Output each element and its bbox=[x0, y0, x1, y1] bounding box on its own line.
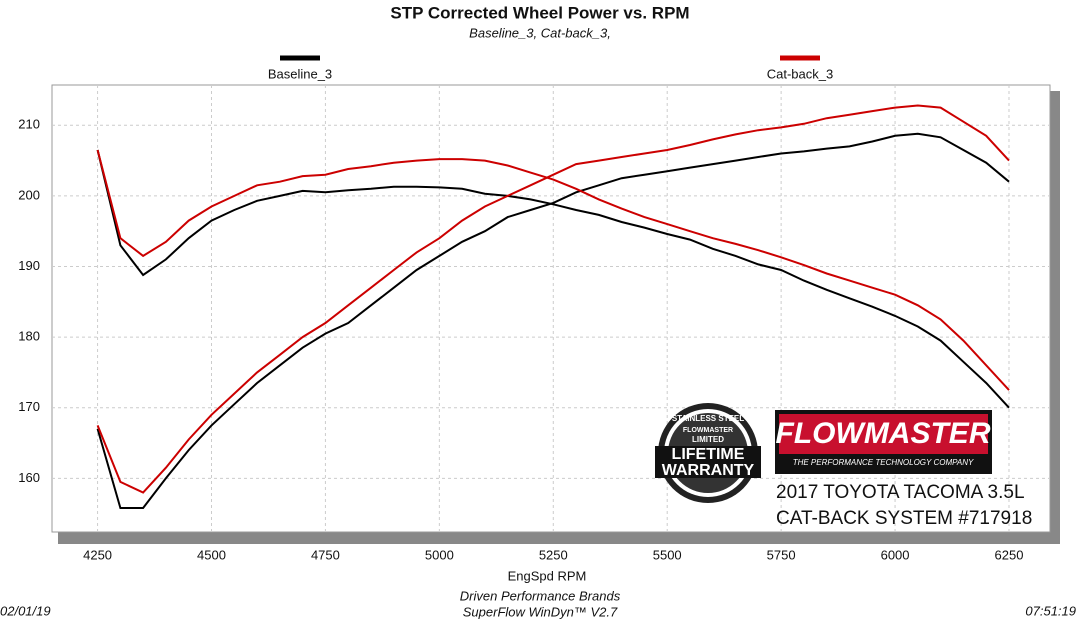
data-line bbox=[96, 149, 1010, 409]
y-tick-label: 210 bbox=[18, 117, 40, 132]
data-line bbox=[96, 149, 1010, 391]
footer-company: Driven Performance Brands bbox=[460, 588, 621, 603]
x-tick-label: 4500 bbox=[197, 547, 226, 562]
y-tick-label: 200 bbox=[18, 187, 40, 202]
logo-tagline: THE PERFORMANCE TECHNOLOGY COMPANY bbox=[793, 458, 974, 467]
badge-text: WARRANTY bbox=[662, 462, 755, 479]
x-tick-label: 5000 bbox=[425, 547, 454, 562]
badge-banner bbox=[655, 446, 761, 478]
badge-text: STAINLESS STEEL bbox=[672, 414, 744, 423]
y-tick-label: 170 bbox=[18, 399, 40, 414]
x-tick-label: 5250 bbox=[539, 547, 568, 562]
badge-text: LIFETIME bbox=[672, 446, 745, 463]
x-tick-label: 4750 bbox=[311, 547, 340, 562]
logo-red bbox=[779, 414, 988, 454]
chart-subtitle: Baseline_3, Cat-back_3, bbox=[469, 25, 611, 40]
chart-title: STP Corrected Wheel Power vs. RPM bbox=[390, 3, 689, 22]
y-tick-label: 190 bbox=[18, 258, 40, 273]
logo-brand: FLOWMASTER bbox=[776, 417, 991, 450]
footer-time: 07:51:19 bbox=[1025, 603, 1076, 618]
x-tick-label: 5750 bbox=[767, 547, 796, 562]
caption: 2017 TOYOTA TACOMA 3.5L bbox=[776, 482, 1025, 503]
x-tick-label: 4250 bbox=[83, 547, 112, 562]
x-tick-label: 6000 bbox=[881, 547, 910, 562]
x-axis-label: EngSpd RPM bbox=[508, 568, 587, 583]
branding: STAINLESS STEEL FLOWMASTER LIMITED LIFET… bbox=[655, 403, 1032, 529]
badge-text: FLOWMASTER bbox=[683, 427, 733, 434]
data-line bbox=[96, 132, 1010, 509]
footer-software: SuperFlow WinDyn™ V2.7 bbox=[463, 604, 618, 619]
caption: CAT-BACK SYSTEM #717918 bbox=[776, 508, 1032, 529]
footer-date: 02/01/19 bbox=[0, 603, 51, 618]
legend-label: Cat-back_3 bbox=[767, 66, 833, 81]
y-tick-label: 160 bbox=[18, 470, 40, 485]
y-tick-label: 180 bbox=[18, 329, 40, 344]
x-tick-label: 5500 bbox=[653, 547, 682, 562]
legend-label: Baseline_3 bbox=[268, 66, 332, 81]
x-tick-label: 6250 bbox=[995, 547, 1024, 562]
data-line bbox=[96, 104, 1010, 494]
badge-text: LIMITED bbox=[692, 435, 724, 444]
